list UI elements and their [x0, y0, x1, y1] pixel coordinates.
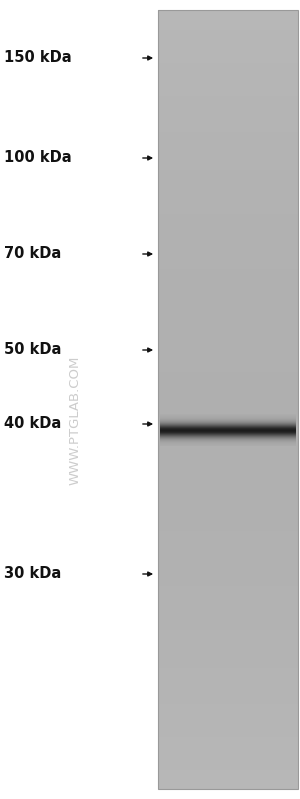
Text: WWW.PTGLAB.COM: WWW.PTGLAB.COM	[68, 356, 82, 485]
Text: 30 kDa: 30 kDa	[4, 566, 61, 582]
Text: 100 kDa: 100 kDa	[4, 150, 72, 165]
Bar	[158, 10, 298, 789]
Text: 150 kDa: 150 kDa	[4, 50, 72, 66]
Text: 70 kDa: 70 kDa	[4, 247, 61, 261]
Text: 50 kDa: 50 kDa	[4, 343, 61, 357]
Text: 40 kDa: 40 kDa	[4, 416, 61, 431]
